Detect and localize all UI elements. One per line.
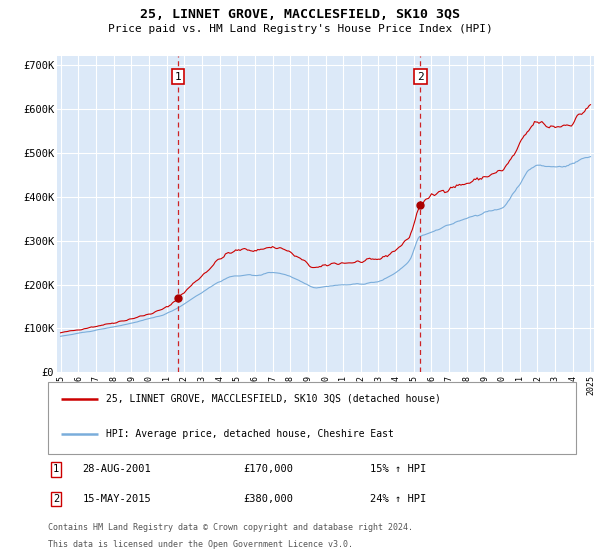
Text: Contains HM Land Registry data © Crown copyright and database right 2024.: Contains HM Land Registry data © Crown c… <box>48 522 413 531</box>
Text: Price paid vs. HM Land Registry's House Price Index (HPI): Price paid vs. HM Land Registry's House … <box>107 24 493 34</box>
Text: £170,000: £170,000 <box>244 464 293 474</box>
Text: 28-AUG-2001: 28-AUG-2001 <box>82 464 151 474</box>
Text: 2: 2 <box>53 494 59 504</box>
Text: 24% ↑ HPI: 24% ↑ HPI <box>370 494 427 504</box>
FancyBboxPatch shape <box>48 381 576 454</box>
Text: 2: 2 <box>417 72 424 82</box>
Text: £380,000: £380,000 <box>244 494 293 504</box>
Text: This data is licensed under the Open Government Licence v3.0.: This data is licensed under the Open Gov… <box>48 540 353 549</box>
Text: 25, LINNET GROVE, MACCLESFIELD, SK10 3QS (detached house): 25, LINNET GROVE, MACCLESFIELD, SK10 3QS… <box>106 394 441 404</box>
Text: 15% ↑ HPI: 15% ↑ HPI <box>370 464 427 474</box>
Text: 1: 1 <box>175 72 182 82</box>
Text: 1: 1 <box>53 464 59 474</box>
Text: HPI: Average price, detached house, Cheshire East: HPI: Average price, detached house, Ches… <box>106 429 394 439</box>
Text: 25, LINNET GROVE, MACCLESFIELD, SK10 3QS: 25, LINNET GROVE, MACCLESFIELD, SK10 3QS <box>140 8 460 21</box>
Text: 15-MAY-2015: 15-MAY-2015 <box>82 494 151 504</box>
